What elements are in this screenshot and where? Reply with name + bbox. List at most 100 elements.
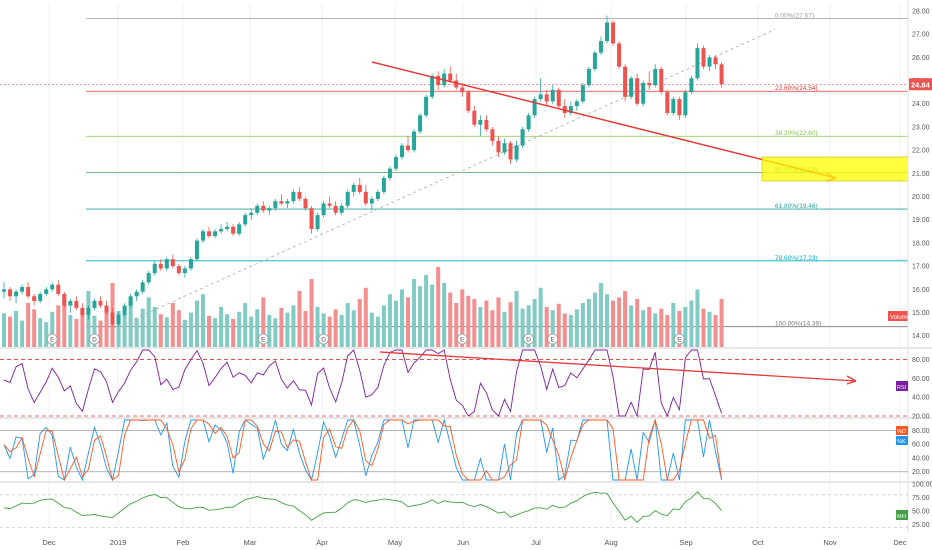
volume-bar <box>526 305 531 347</box>
candle-body <box>50 284 55 290</box>
candle-body <box>194 240 199 260</box>
volume-bar <box>8 316 13 347</box>
candle-body <box>369 198 374 204</box>
event-marker-label: D <box>526 337 531 344</box>
volume-bar <box>321 313 326 347</box>
rsi-tick-label: 60.00 <box>912 376 930 383</box>
rsi-tick-label: 80.00 <box>912 357 930 364</box>
stoch-tick-label: 40.00 <box>912 455 930 462</box>
volume-label: Volume <box>890 315 911 321</box>
candle-body <box>188 259 193 269</box>
stoch-tick-label: 60.00 <box>912 442 930 449</box>
event-marker <box>318 333 329 345</box>
event-marker <box>257 333 269 345</box>
volume-bar <box>592 292 597 347</box>
candle-body <box>128 296 133 306</box>
candle-body <box>375 191 380 199</box>
candle-body <box>448 73 453 81</box>
price-tick-label: 14.00 <box>912 333 930 340</box>
candle-body <box>436 75 441 86</box>
volume-bar <box>460 289 465 347</box>
candle-body <box>466 92 471 111</box>
candle-body <box>303 198 308 209</box>
candle-body <box>592 52 597 69</box>
volume-bar <box>104 306 109 347</box>
rsi-badge <box>896 381 908 391</box>
fib-level-label: 0.00%(27.67) <box>775 13 814 20</box>
volume-bar <box>194 300 199 347</box>
x-axis-label: Sep <box>679 538 692 547</box>
volume-bar <box>237 311 242 347</box>
event-marker <box>523 333 535 345</box>
volume-bar <box>719 299 724 347</box>
candle-body <box>695 48 700 79</box>
candle-body <box>514 145 519 160</box>
candle-body <box>641 82 646 104</box>
volume-bar <box>580 303 585 347</box>
candle-body <box>297 191 302 199</box>
candle-body <box>20 287 25 292</box>
candle-body <box>629 78 634 97</box>
volume-bar <box>375 316 380 347</box>
candle-body <box>701 48 706 67</box>
event-marker-label: E <box>261 337 266 344</box>
candle-body <box>496 140 501 153</box>
volume-bar <box>484 300 489 347</box>
candle-body <box>339 205 344 213</box>
volume-bar <box>659 308 664 347</box>
candle-body <box>333 205 338 213</box>
x-axis-label: Mar <box>244 538 257 547</box>
volume-bar <box>574 309 579 347</box>
price-tick-label: 18.00 <box>912 240 930 247</box>
volume-bar <box>56 305 61 347</box>
candle-body <box>454 80 459 88</box>
mfi-line <box>3 491 722 524</box>
candle-body <box>490 129 495 141</box>
volume-bar <box>291 305 296 347</box>
candle-body <box>243 215 248 225</box>
volume-bar <box>399 289 404 347</box>
candle-body <box>424 96 429 116</box>
volume-bar <box>562 313 567 347</box>
stoch-k-line <box>3 418 723 482</box>
candle-body <box>116 314 121 325</box>
price-tick-label: 27.00 <box>912 32 930 39</box>
candle-body <box>249 212 254 216</box>
candle-body <box>538 94 543 100</box>
candle-body <box>237 224 242 234</box>
volume-bar <box>134 318 139 347</box>
volume-bar <box>617 297 622 347</box>
candle-body <box>393 157 398 169</box>
candle-body <box>104 305 109 313</box>
volume-bar <box>556 303 561 347</box>
candle-body <box>574 101 579 107</box>
price-tick-label: 15.00 <box>912 310 930 317</box>
volume-bar <box>490 310 495 347</box>
candle-body <box>357 184 362 192</box>
rsi-tick-label: 40.00 <box>912 395 930 402</box>
volume-bar <box>122 313 127 347</box>
volume-bar <box>689 300 694 347</box>
candle-body <box>478 119 483 125</box>
candle-body <box>92 300 97 308</box>
candle-body <box>605 22 609 42</box>
candle-body <box>80 307 85 315</box>
price-tick-label: 19.00 <box>912 217 930 224</box>
event-marker <box>456 333 468 345</box>
volume-bar <box>146 297 151 347</box>
volume-bar <box>2 313 6 347</box>
volume-bar <box>605 294 609 347</box>
volume-bar <box>170 303 175 347</box>
volume-bar <box>50 311 55 347</box>
candle-body <box>659 68 664 93</box>
candle-body <box>219 229 224 232</box>
candle-body <box>617 43 622 67</box>
volume-bar <box>309 279 314 347</box>
candle-body <box>472 110 477 125</box>
volume-bar <box>611 300 616 347</box>
candle-body <box>430 75 435 97</box>
volume-bar <box>635 299 640 347</box>
candle-body <box>653 68 658 86</box>
volume-bar <box>520 308 525 347</box>
